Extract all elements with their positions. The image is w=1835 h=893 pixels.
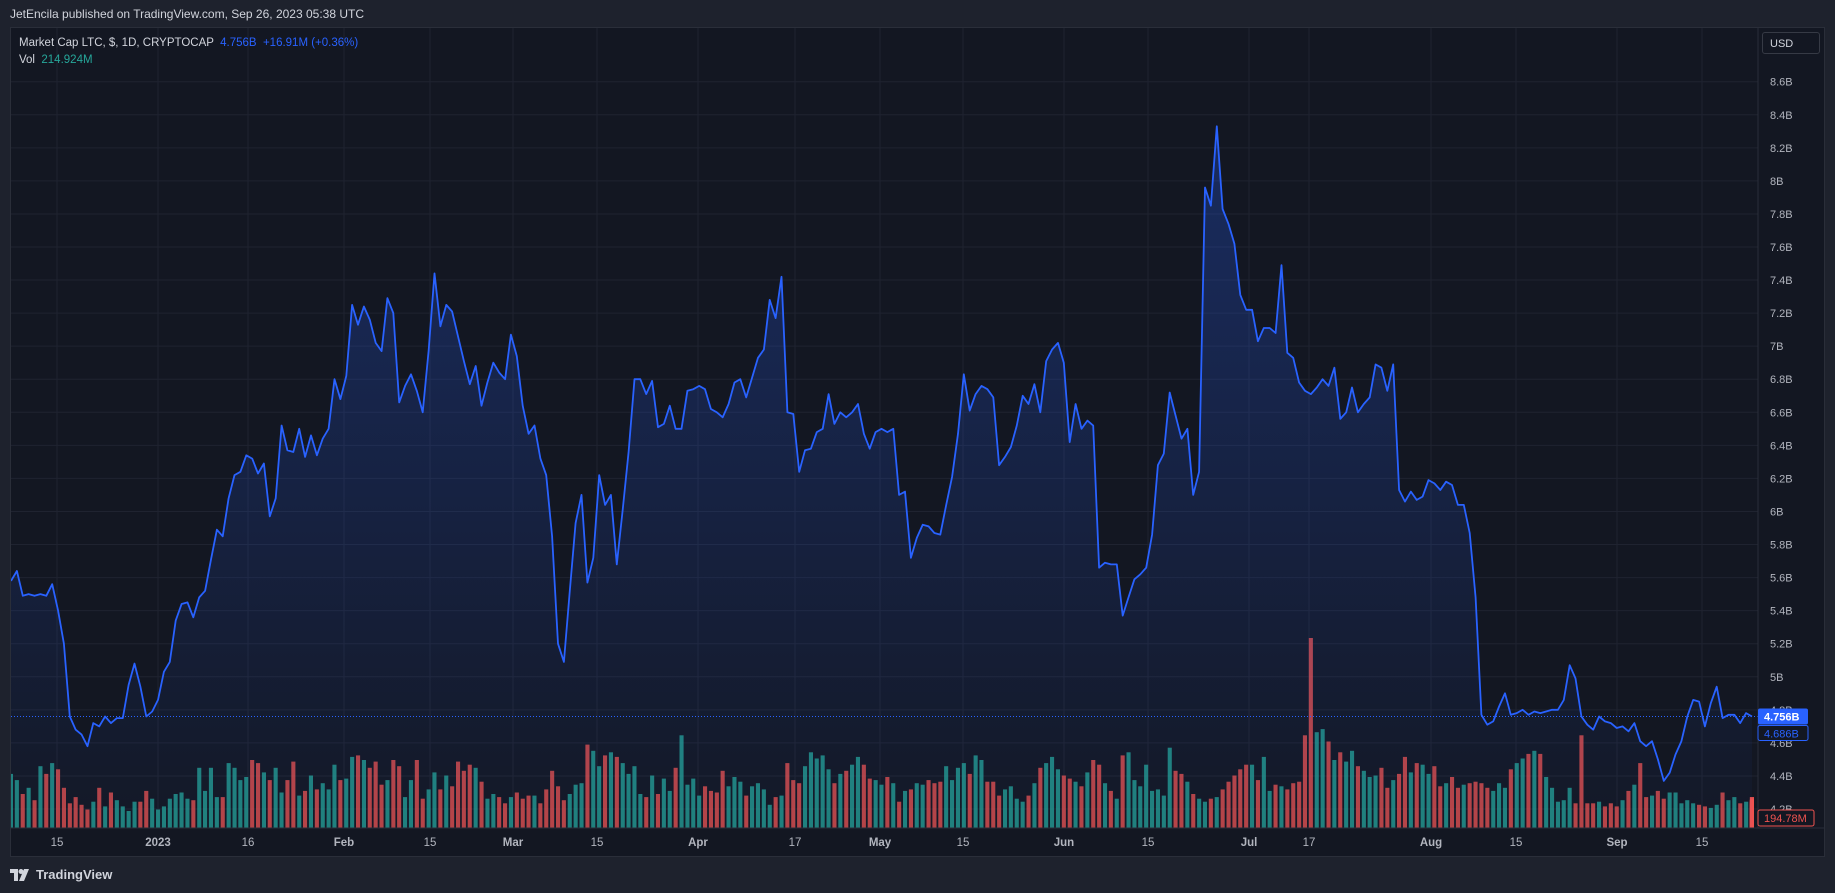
brand-name: TradingView [36,867,113,882]
price-tick-label: 6.6B [1770,407,1793,419]
time-tick-label: 15 [1142,837,1155,849]
time-tick-label: 15 [51,837,64,849]
time-tick-label: 15 [1510,837,1523,849]
chart-pane[interactable]: 8.6B 8.4B 8.2B 8B 7.8B 7.6B 7.4B 7.2B 7B 6.8B 6.6B… [10,27,1825,857]
price-tick-label: 8.2B [1770,143,1793,155]
currency-selector[interactable]: USD [1762,32,1820,54]
price-tick-label: 5.6B [1770,573,1793,585]
secondary-price-tag: 4.686B [1757,724,1809,741]
legend-symbol: Market Cap LTC, $, 1D, CRYPTOCAP [19,37,214,49]
legend-main-row: Market Cap LTC, $, 1D, CRYPTOCAP 4.756B … [19,35,358,52]
time-tick-label: May [869,837,892,849]
time-tick-label: 15 [957,837,970,849]
legend-change: +16.91M (+0.36%) [262,37,359,49]
chart-legend: Market Cap LTC, $, 1D, CRYPTOCAP 4.756B … [19,35,358,69]
time-tick-label: Jun [1054,837,1074,849]
price-area [11,126,1752,829]
price-tick-label: 7.2B [1770,308,1793,320]
price-tick-label: 6.8B [1770,374,1793,386]
time-tick-label: 17 [789,837,802,849]
price-tick-label: 4.4B [1770,771,1793,783]
time-tick-label: Jul [1241,837,1258,849]
publish-header: JetEncila published on TradingView.com, … [0,0,1835,27]
secondary-price-tag-text: 4.686B [1764,728,1799,740]
price-tick-label: 7.8B [1770,209,1793,221]
price-tick-label: 5.2B [1770,639,1793,651]
price-tick-label: 8.6B [1770,77,1793,89]
price-tags: 4.756B 4.686B 194.78M [1757,708,1815,827]
time-tick-label: 17 [1303,837,1316,849]
time-tick-label: 2023 [145,837,171,849]
legend-volume-row: Vol 214.924M [19,52,358,69]
price-tick-label: 5.4B [1770,606,1793,618]
last-price-tag-text: 4.756B [1764,711,1800,723]
time-tick-label: 15 [1696,837,1709,849]
tradingview-logo[interactable]: TradingView [10,867,112,882]
price-tick-label: 7.4B [1770,275,1793,287]
time-tick-label: 15 [591,837,604,849]
volume-tag-bg [1757,809,1815,827]
volume-tag: 194.78M [1757,809,1815,827]
price-tick-label: 7.6B [1770,242,1793,254]
legend-vol-value: 214.924M [41,54,93,66]
price-area-fill [11,126,1752,829]
last-price-tag-bg [1758,708,1808,725]
time-tick-label: Aug [1420,837,1442,849]
publish-info: JetEncila published on TradingView.com, … [10,7,364,21]
price-chart[interactable]: 8.6B 8.4B 8.2B 8B 7.8B 7.6B 7.4B 7.2B 7B 6.8B 6.6B… [11,28,1824,856]
time-axis[interactable]: 15 2023 16 Feb 15 Mar 15 Apr 17 May 15 Jun 15 Jul 17 Au… [11,827,1824,849]
price-tick-label: 6.2B [1770,473,1793,485]
time-tick-label: 16 [242,837,255,849]
tradingview-logo-icon [10,868,29,881]
legend-last-value: 4.756B [220,37,257,49]
price-line [11,125,1758,782]
price-tick-label: 6.4B [1770,440,1793,452]
price-tick-label: 5.8B [1770,540,1793,552]
price-tick-label: 6B [1770,506,1783,518]
price-tick-label: 5B [1770,672,1783,684]
time-tick-label: 15 [424,837,437,849]
time-tick-label: Apr [688,837,708,849]
time-tick-label: Sep [1606,837,1627,849]
price-line-path [11,125,1753,782]
last-price-tag: 4.756B [1758,708,1808,725]
time-tick-label: Feb [334,837,354,849]
secondary-price-tag-bg [1757,724,1809,741]
footer-bar: TradingView [0,857,1835,893]
price-tick-label: 7B [1770,341,1783,353]
price-tick-label: 8B [1770,176,1783,188]
volume-tag-text: 194.78M [1764,813,1807,825]
legend-vol-label: Vol [19,54,35,66]
price-tick-label: 8.4B [1770,110,1793,122]
time-tick-label: Mar [503,837,524,849]
